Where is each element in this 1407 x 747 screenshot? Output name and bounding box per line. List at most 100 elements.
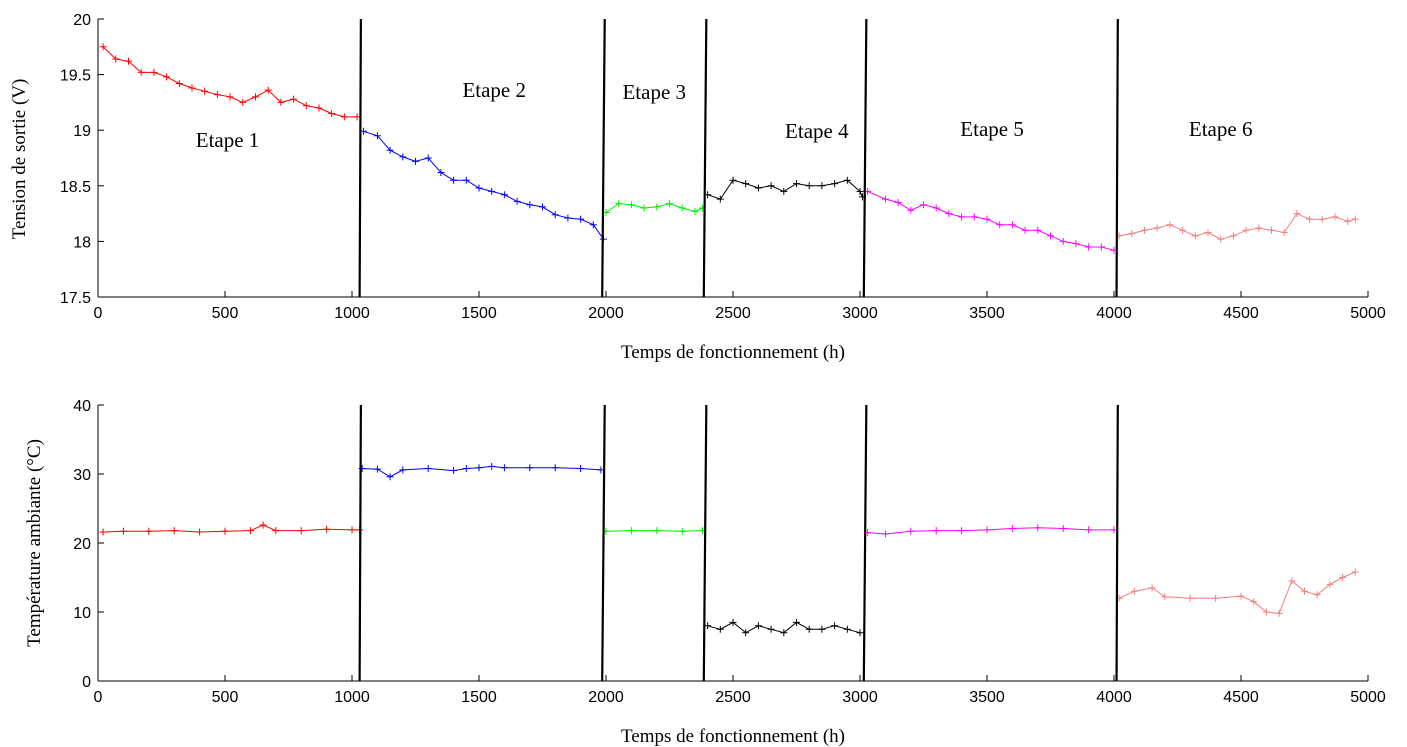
temperature-series-1-point (221, 527, 229, 535)
voltage-series-2-point (437, 168, 445, 176)
voltage-series-6-point (1293, 210, 1301, 218)
temperature-y-tick-label: 0 (82, 674, 91, 691)
temperature-series-5-point (881, 530, 889, 538)
temperature-series-6-point (1351, 568, 1359, 576)
voltage-series-6-point (1306, 215, 1314, 223)
voltage-series-6-point (1217, 235, 1225, 243)
voltage-series-4-point (831, 180, 839, 188)
voltage-x-tick-label: 3000 (842, 305, 878, 322)
voltage-series-2-point (450, 176, 458, 184)
temperature-series-2-point (475, 464, 483, 472)
temperature-series-1-point (119, 527, 127, 535)
temperature-x-tick-label: 5000 (1350, 689, 1386, 706)
temperature-series-5-point (1059, 525, 1067, 533)
temperature-series-1-point (259, 521, 267, 529)
voltage-series-1-point (150, 68, 158, 76)
voltage-series-6-point (1191, 232, 1199, 240)
temperature-stage-boundary-1 (358, 404, 362, 682)
temperature-series-2-point (399, 466, 407, 474)
voltage-series-2-point (500, 191, 508, 199)
temperature-series-5-point (958, 527, 966, 535)
temperature-x-tick-label: 0 (94, 689, 103, 706)
voltage-y-tick-label: 18 (73, 234, 91, 251)
voltage-x-tick-label: 0 (94, 305, 103, 322)
temperature-series-1-point (145, 527, 153, 535)
voltage-series-layer (99, 43, 1359, 254)
voltage-y-tick-label: 17.5 (60, 290, 91, 307)
temperature-series-5-point (907, 527, 915, 535)
voltage-series-2-point (539, 203, 546, 211)
voltage-x-tick-label: 1500 (461, 305, 497, 322)
temperature-series-6-line (1118, 571, 1356, 614)
voltage-series-1-point (277, 98, 285, 106)
temperature-series-2-point (450, 467, 458, 475)
voltage-series-5-point (1021, 226, 1029, 234)
voltage-series-4-point (818, 182, 826, 190)
voltage-series-5-point (970, 213, 978, 221)
temperature-series-4-point (767, 625, 775, 633)
voltage-stage-boundary-5 (1115, 18, 1119, 298)
temperature-series-1-point (297, 527, 305, 535)
temperature-series-1-point (246, 527, 254, 535)
voltage-annotations: Etape 1 Etape 2 Etape 3 Etape 4 Etape 5 Etape… (196, 78, 1253, 152)
voltage-series-5-point (907, 206, 915, 214)
temperature-panel: 0 500 1000 1500 2000 2500 3000 3500 4000 4500 5000… (24, 398, 1386, 747)
voltage-series-6-point (1344, 217, 1352, 225)
voltage-series-3-line (605, 203, 703, 213)
temperature-series-1-point (170, 527, 178, 535)
temperature-series-4-point (729, 618, 737, 626)
voltage-stage-boundary-2 (601, 18, 606, 298)
voltage-x-axis-title: Temps de fonctionnement (h) (621, 342, 845, 363)
voltage-series-3-point (691, 207, 699, 215)
voltage-series-3-point (678, 204, 686, 212)
voltage-series-5-point (1047, 232, 1054, 240)
voltage-series-2-point (513, 197, 521, 205)
voltage-series-6-point (1179, 226, 1187, 234)
temperature-series-3-point (653, 527, 661, 535)
voltage-series-3-point (615, 200, 623, 208)
temperature-series-6-point (1212, 594, 1220, 602)
voltage-series-5-point (1034, 226, 1042, 234)
temperature-series-4-point (742, 629, 750, 637)
voltage-series-4-point (793, 180, 800, 188)
temperature-series-6-point (1326, 580, 1334, 588)
temperature-series-4-point (856, 629, 864, 637)
stage-label-1: Etape 1 (196, 128, 260, 152)
voltage-series-2-point (412, 157, 419, 165)
voltage-series-1-point (302, 102, 310, 110)
voltage-series-2-point (424, 154, 432, 162)
temperature-series-1-point (323, 525, 331, 533)
temperature-series-1-line (103, 524, 360, 533)
temperature-boundary-layer (358, 404, 1119, 682)
voltage-series-4-point (856, 187, 864, 195)
voltage-series-6-point (1280, 229, 1288, 237)
voltage-series-2-point (488, 187, 496, 195)
voltage-series-1-point (163, 73, 171, 81)
temperature-stage-boundary-4 (862, 404, 868, 682)
temperature-series-4-point (780, 629, 788, 637)
voltage-y-tick-label: 19.5 (60, 68, 91, 85)
temperature-series-5-line (867, 527, 1114, 535)
voltage-x-tick-label: 3500 (969, 305, 1005, 322)
temperature-axes: 0 500 1000 1500 2000 2500 3000 3500 4000 4500 5000… (73, 398, 1386, 706)
voltage-series-3-point (627, 201, 635, 209)
voltage-series-2-point (577, 215, 585, 223)
voltage-x-tick-label: 5000 (1350, 305, 1386, 322)
voltage-series-6-line (1119, 212, 1356, 240)
voltage-series-5-point (932, 204, 940, 212)
voltage-series-6-point (1128, 230, 1136, 238)
temperature-series-5-point (1008, 525, 1016, 533)
voltage-series-4-point (729, 176, 737, 184)
temperature-series-4-point (793, 618, 800, 626)
voltage-series-1-point (213, 91, 221, 99)
voltage-series-1-point (201, 87, 209, 95)
temperature-x-tick-label: 4000 (1096, 689, 1132, 706)
voltage-series-5-line (867, 190, 1115, 251)
voltage-series-6-point (1351, 215, 1359, 223)
stage-label-4: Etape 4 (785, 119, 849, 143)
temperature-y-axis-title: Température ambiante (°C) (24, 439, 45, 647)
voltage-series-5-point (958, 213, 966, 221)
voltage-series-4-point (767, 182, 775, 190)
temperature-series-4-point (805, 625, 813, 633)
voltage-series-5-point (1085, 243, 1093, 251)
